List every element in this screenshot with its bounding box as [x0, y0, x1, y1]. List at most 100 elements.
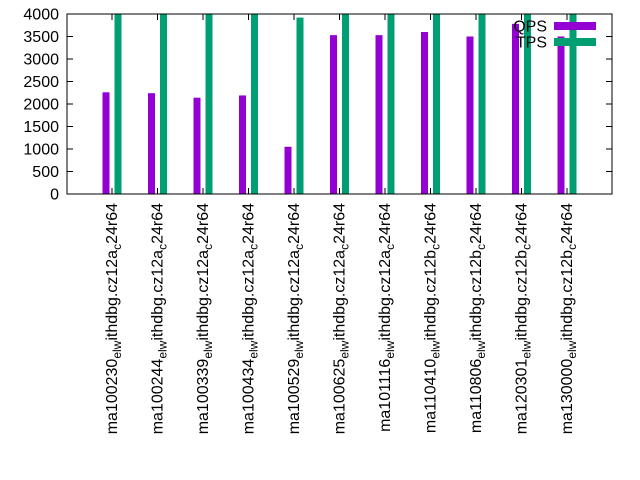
- bar-qps: [512, 23, 519, 195]
- x-tick-label-subscript: w: [201, 340, 215, 350]
- bar-qps: [148, 93, 155, 194]
- y-tick-label: 1500: [23, 119, 59, 136]
- y-tick-label: 4000: [23, 7, 59, 24]
- x-tick-label-part: ithdbg.cz12a: [104, 250, 121, 341]
- y-tick-label: 2500: [23, 74, 59, 91]
- bar-tps: [569, 14, 577, 194]
- x-tick-label-part: ithdbg.cz12b: [468, 250, 485, 341]
- x-tick-label-part: ithdbg.cz12a: [286, 250, 303, 341]
- x-tick-label-subscript: el: [383, 349, 397, 358]
- x-tick-label-subscript: w: [292, 340, 306, 350]
- x-tick-label-part: 24r64: [423, 203, 440, 244]
- x-axis: ma100230elwithdbg.cz12ac24r64ma100244elw…: [104, 14, 579, 434]
- x-tick-label-part: ma100625: [332, 359, 349, 435]
- bar-tps: [387, 14, 395, 194]
- bar-tps: [296, 17, 304, 194]
- x-tick-label: ma100230elwithdbg.cz12ac24r64: [104, 203, 124, 434]
- x-tick-label-subscript: c: [565, 244, 579, 250]
- x-tick-label-subscript: el: [110, 349, 124, 358]
- x-tick-label-part: 24r64: [150, 203, 167, 244]
- x-tick-label-part: ithdbg.cz12a: [241, 250, 258, 341]
- x-tick-label-part: ma100244: [150, 359, 167, 435]
- x-tick-label-subscript: w: [247, 340, 261, 350]
- x-tick-label-group: ma120301elwithdbg.cz12bc24r64: [514, 203, 534, 434]
- x-tick-label-part: 24r64: [332, 203, 349, 244]
- x-tick-label-group: ma110410elwithdbg.cz12bc24r64: [423, 203, 443, 433]
- x-tick-label-subscript: el: [156, 349, 170, 358]
- x-tick-label-group: ma101116elwithdbg.cz12ac24r64: [377, 203, 397, 432]
- x-tick-label-subscript: el: [201, 349, 215, 358]
- x-tick-label: ma100529elwithdbg.cz12ac24r64: [286, 203, 306, 434]
- x-tick-label-part: 24r64: [286, 203, 303, 244]
- legend-label-tps: TPS: [516, 35, 547, 52]
- bar-qps: [375, 35, 383, 195]
- x-tick-label-part: ma100434: [241, 359, 258, 435]
- bar-tps: [524, 14, 531, 194]
- bar-tps: [342, 14, 349, 194]
- x-tick-label-group: ma110806elwithdbg.cz12bc24r64: [468, 203, 488, 433]
- bar-tps: [478, 14, 486, 194]
- x-tick-label-subscript: c: [201, 244, 215, 250]
- x-tick-label-part: 24r64: [468, 203, 485, 244]
- x-tick-label-subscript: c: [247, 244, 261, 250]
- x-tick-label-part: ithdbg.cz12a: [377, 250, 394, 341]
- y-tick-label: 2000: [23, 97, 59, 114]
- y-tick-label: 3000: [23, 52, 59, 69]
- x-tick-label: ma110806elwithdbg.cz12bc24r64: [468, 203, 488, 433]
- legend-swatch-tps: [554, 38, 596, 46]
- x-tick-label-subscript: el: [474, 349, 488, 358]
- y-tick-label: 0: [50, 187, 59, 204]
- x-tick-label-part: ma101116: [377, 359, 394, 432]
- x-tick-label-subscript: w: [156, 340, 170, 350]
- x-tick-label-part: 24r64: [514, 203, 531, 244]
- y-axis: 0 500 1000 1500 2000 2500 3000 3500 4000: [23, 7, 612, 204]
- x-tick-label-part: ithdbg.cz12a: [195, 250, 212, 341]
- x-tick-label-subscript: w: [110, 340, 124, 350]
- x-tick-label: ma110410elwithdbg.cz12bc24r64: [423, 203, 443, 433]
- x-tick-label: ma101116elwithdbg.cz12ac24r64: [377, 203, 397, 432]
- x-tick-label-part: ma100529: [286, 359, 303, 435]
- bar-qps: [466, 36, 474, 194]
- x-tick-label-subscript: w: [474, 340, 488, 350]
- x-tick-label-part: 24r64: [195, 203, 212, 244]
- x-tick-label-group: ma100230elwithdbg.cz12ac24r64: [104, 203, 124, 434]
- x-tick-label-part: ithdbg.cz12b: [423, 250, 440, 341]
- x-tick-label: ma120301elwithdbg.cz12bc24r64: [514, 203, 534, 434]
- x-tick-label-group: ma100529elwithdbg.cz12ac24r64: [286, 203, 306, 434]
- y-tick-label: 3500: [23, 29, 59, 46]
- x-tick-label-part: 24r64: [377, 203, 394, 244]
- x-tick-label-subscript: c: [383, 244, 397, 250]
- bar-qps: [193, 97, 201, 194]
- bars-layer: [102, 14, 577, 195]
- bar-tps: [114, 14, 122, 194]
- x-tick-label-group: ma100339elwithdbg.cz12ac24r64: [195, 203, 215, 434]
- legend-swatch-qps: [554, 22, 596, 30]
- y-tick-label: 500: [32, 164, 59, 181]
- x-tick-label-part: ithdbg.cz12b: [514, 250, 531, 341]
- x-tick-label-part: 24r64: [559, 203, 576, 244]
- x-tick-label-subscript: c: [474, 244, 488, 250]
- x-tick-label-subscript: c: [429, 244, 443, 250]
- x-tick-label-part: 24r64: [104, 203, 121, 244]
- x-tick-label: ma100244elwithdbg.cz12ac24r64: [150, 203, 170, 434]
- x-tick-label-subscript: w: [338, 340, 352, 350]
- x-tick-label-part: 24r64: [241, 203, 258, 244]
- bar-tps: [205, 14, 213, 194]
- x-tick-label-subscript: c: [156, 244, 170, 250]
- x-tick-label-subscript: w: [383, 340, 397, 350]
- x-tick-label: ma100625elwithdbg.cz12ac24r64: [332, 203, 352, 434]
- x-tick-label-group: ma130000elwithdbg.cz12bc24r64: [559, 203, 579, 434]
- x-tick-label-subscript: el: [247, 349, 261, 358]
- x-tick-label-part: ma110410: [423, 359, 440, 434]
- x-tick-label-part: ithdbg.cz12b: [559, 250, 576, 341]
- x-tick-label-part: ma130000: [559, 359, 576, 435]
- bar-qps: [557, 36, 565, 194]
- legend-label-qps: QPS: [513, 19, 547, 36]
- x-tick-label-subscript: el: [338, 349, 352, 358]
- x-tick-label-subscript: el: [520, 349, 534, 358]
- x-tick-label-group: ma100625elwithdbg.cz12ac24r64: [332, 203, 352, 434]
